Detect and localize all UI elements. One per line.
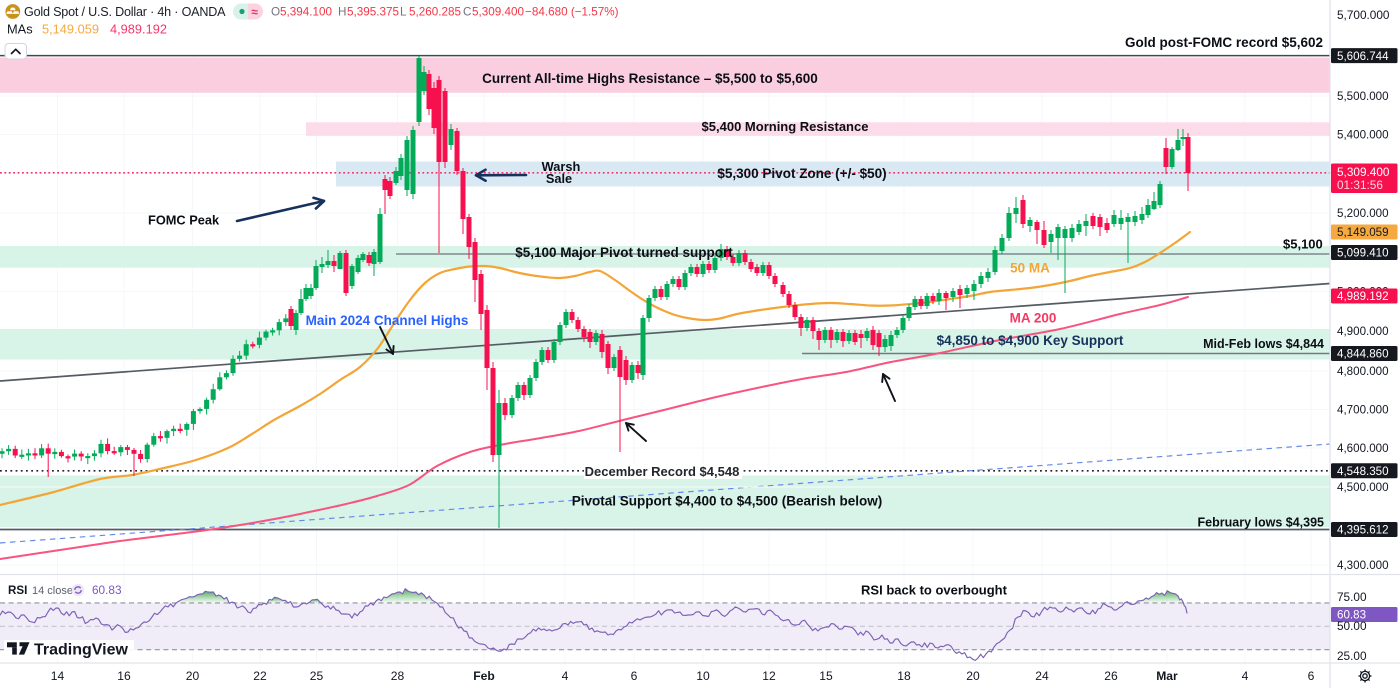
svg-text:$5,100: $5,100 [1283, 237, 1323, 252]
svg-text:5,149.059: 5,149.059 [42, 22, 99, 37]
svg-text:MA 200: MA 200 [1010, 311, 1057, 326]
svg-text:60.83: 60.83 [1337, 609, 1366, 622]
svg-text:Feb: Feb [473, 669, 495, 683]
svg-text:Pivotal Support $4,400 to $4,5: Pivotal Support $4,400 to $4,500 (Bearis… [572, 494, 883, 509]
svg-text:Mid-Feb lows $4,844: Mid-Feb lows $4,844 [1203, 337, 1324, 351]
svg-text:18: 18 [897, 669, 911, 683]
svg-text:$5,300 Pivot Zone (+/- $50): $5,300 Pivot Zone (+/- $50) [717, 166, 886, 181]
svg-text:Warsh: Warsh [542, 159, 581, 174]
svg-text:5,500.000: 5,500.000 [1337, 90, 1389, 103]
svg-text:December Record $4,548: December Record $4,548 [585, 464, 740, 479]
svg-text:5,309.400: 5,309.400 [1337, 165, 1390, 179]
svg-text:4,700.000: 4,700.000 [1337, 404, 1389, 417]
svg-text:24: 24 [1035, 669, 1049, 683]
svg-text:Sale: Sale [546, 171, 572, 186]
svg-text:6: 6 [1308, 669, 1315, 683]
svg-text:5,394.100: 5,394.100 [280, 6, 332, 19]
svg-text:5,700.000: 5,700.000 [1337, 8, 1390, 22]
svg-text:4,900.000: 4,900.000 [1337, 325, 1389, 338]
svg-text:4,500.000: 4,500.000 [1337, 481, 1389, 494]
svg-text:C: C [463, 6, 471, 19]
svg-text:4,844.860: 4,844.860 [1337, 348, 1389, 361]
svg-text:14: 14 [51, 669, 65, 683]
svg-text:4,548.350: 4,548.350 [1337, 465, 1389, 478]
svg-text:Mar: Mar [1156, 669, 1178, 683]
svg-text:16: 16 [117, 669, 131, 683]
svg-text:$4,850 to $4,900 Key Support: $4,850 to $4,900 Key Support [937, 333, 1124, 348]
svg-text:10: 10 [696, 669, 710, 683]
svg-text:25: 25 [310, 669, 324, 683]
svg-text:FOMC Peak: FOMC Peak [148, 213, 220, 228]
svg-text:4,300.000: 4,300.000 [1337, 559, 1389, 572]
svg-text:TradingView: TradingView [34, 642, 129, 659]
svg-text:5,309.400: 5,309.400 [472, 6, 524, 19]
svg-text:15: 15 [819, 669, 833, 683]
svg-text:RSI back to overbought: RSI back to overbought [861, 583, 1008, 598]
svg-text:5,099.410: 5,099.410 [1337, 247, 1389, 260]
svg-text:$5,400 Morning Resistance: $5,400 Morning Resistance [702, 119, 869, 134]
svg-text:75.00: 75.00 [1337, 590, 1367, 604]
svg-text:20: 20 [186, 669, 200, 683]
svg-text:4,989.192: 4,989.192 [110, 22, 167, 37]
svg-text:20: 20 [966, 669, 980, 683]
svg-text:Gold post-FOMC record $5,602: Gold post-FOMC record $5,602 [1125, 35, 1323, 50]
svg-text:Main 2024 Channel Highs: Main 2024 Channel Highs [306, 313, 469, 328]
svg-text:5,149.059: 5,149.059 [1337, 226, 1389, 239]
svg-text:12: 12 [762, 669, 776, 683]
svg-text:$5,100 Major Pivot turned supp: $5,100 Major Pivot turned support [515, 245, 733, 260]
svg-text:RSI: RSI [8, 584, 27, 597]
svg-text:4: 4 [1242, 669, 1249, 683]
svg-text:6: 6 [631, 669, 638, 683]
svg-text:28: 28 [391, 669, 405, 683]
svg-text:O: O [271, 6, 280, 19]
svg-text:14 close: 14 close [32, 585, 73, 597]
svg-text:February lows $4,395: February lows $4,395 [1198, 516, 1325, 530]
svg-text:5,395.375: 5,395.375 [347, 6, 399, 19]
svg-text:5,260.285: 5,260.285 [409, 6, 461, 19]
svg-text:4,989.192: 4,989.192 [1337, 290, 1389, 303]
svg-text:60.83: 60.83 [92, 583, 122, 597]
svg-text:50 MA: 50 MA [1010, 261, 1050, 276]
svg-text:Gold Spot / U.S. Dollar · 4h ·: Gold Spot / U.S. Dollar · 4h · OANDA [24, 5, 226, 19]
svg-text:25.00: 25.00 [1337, 649, 1367, 663]
svg-text:4: 4 [562, 669, 569, 683]
svg-text:4,800.000: 4,800.000 [1337, 365, 1389, 378]
svg-text:L: L [400, 6, 407, 19]
svg-text:50.00: 50.00 [1337, 619, 1367, 633]
svg-text:≈: ≈ [251, 5, 258, 19]
svg-text:01:31:56: 01:31:56 [1337, 178, 1383, 192]
svg-text:Current All-time Highs Resista: Current All-time Highs Resistance – $5,5… [482, 71, 818, 86]
svg-text:4,395.612: 4,395.612 [1337, 524, 1389, 537]
svg-text:MAs: MAs [7, 22, 33, 37]
svg-text:22: 22 [253, 669, 267, 683]
svg-text:5,200.000: 5,200.000 [1337, 207, 1389, 220]
svg-text:5,400.000: 5,400.000 [1337, 129, 1389, 142]
svg-text:4,600.000: 4,600.000 [1337, 442, 1389, 455]
svg-text:−84.680 (−1.57%): −84.680 (−1.57%) [525, 6, 619, 19]
svg-text:H: H [338, 6, 346, 19]
svg-text:5,606.744: 5,606.744 [1337, 50, 1389, 63]
svg-text:26: 26 [1104, 669, 1118, 683]
